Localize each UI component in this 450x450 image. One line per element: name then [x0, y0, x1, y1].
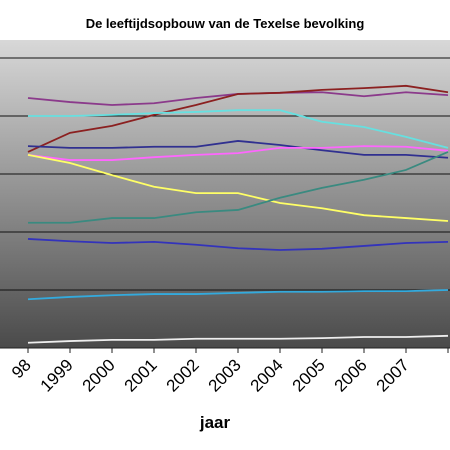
x-axis-label: jaar [199, 413, 231, 432]
x-tick-label: 2007 [373, 355, 413, 395]
x-tick-label: 2006 [331, 355, 371, 395]
x-tick-label: 2004 [247, 355, 287, 395]
x-tick-label: 2001 [121, 355, 161, 395]
x-tick-label: 2000 [79, 355, 119, 395]
x-tick-label: 2003 [205, 355, 245, 395]
x-tick-label: 2002 [163, 355, 203, 395]
x-tick-label: 98 [8, 355, 35, 382]
x-tick-label: 1999 [37, 355, 77, 395]
series-line [27, 153, 449, 222]
series-line [27, 145, 449, 161]
series-line [27, 334, 449, 344]
chart-title: De leeftijdsopbouw van de Texelse bevolk… [86, 16, 365, 31]
x-tick-label: 2005 [289, 355, 329, 395]
series-line [27, 238, 449, 251]
series-line [28, 109, 449, 149]
series-line [27, 289, 449, 301]
series-line [28, 151, 449, 224]
series-line [27, 140, 449, 159]
series-line [27, 84, 449, 153]
